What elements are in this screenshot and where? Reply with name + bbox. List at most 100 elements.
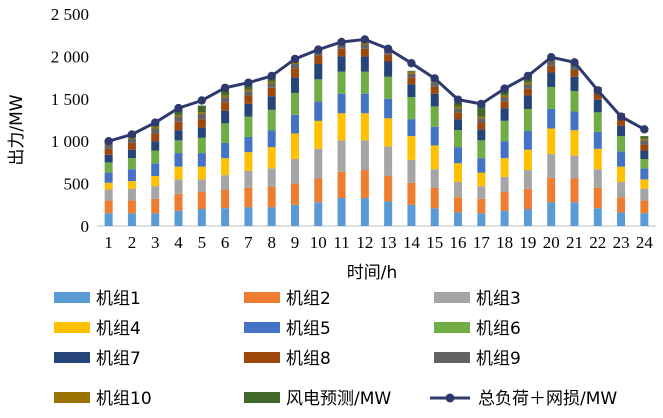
legend-swatch — [244, 352, 280, 363]
bar-segment-series-2 — [593, 187, 602, 209]
bar-segment-series-4 — [454, 163, 463, 182]
bar-segment-series-4 — [477, 172, 486, 187]
bar-segment-series-4 — [617, 166, 626, 182]
bar-segment-series-5 — [454, 147, 463, 164]
bar-segment-series-6 — [547, 86, 556, 109]
bar-segment-series-5 — [407, 119, 416, 137]
bar-segment-series-3 — [197, 179, 206, 193]
x-axis-label: 时间/h — [347, 263, 398, 283]
bar-segment-series-4 — [290, 133, 299, 160]
bar-segment-series-10 — [360, 42, 369, 45]
y-tick-label: 500 — [64, 175, 90, 194]
bar-segment-series-7 — [454, 119, 463, 131]
load-line-point — [197, 96, 207, 105]
load-line-point — [244, 78, 253, 87]
bar-segment-series-7 — [593, 99, 602, 113]
bar-segment-series-1 — [127, 213, 136, 226]
bar-segment-series-3 — [407, 159, 416, 183]
bar-segment-series-8 — [197, 119, 206, 128]
bar-segment-series-8 — [244, 95, 253, 104]
bar-segment-series-7 — [384, 61, 393, 77]
bar-segment-series-6 — [454, 130, 463, 148]
x-tick-label: 10 — [310, 233, 327, 252]
bar-segment-series-3 — [290, 159, 299, 184]
load-line-point — [593, 86, 602, 95]
bar-segment-series-1 — [197, 209, 206, 226]
y-tick-label: 0 — [81, 217, 90, 236]
bar-segment-series-5 — [360, 93, 369, 114]
bar-segment-series-1 — [314, 202, 323, 226]
bar-segment-series-7 — [267, 96, 276, 110]
bar-segment-series-6 — [407, 97, 416, 120]
bar-segment-series-8 — [221, 102, 230, 111]
x-tick-label: 9 — [291, 233, 300, 252]
bar-segment-series-4 — [314, 120, 323, 149]
bar-segment-series-8 — [407, 77, 416, 85]
bar-segment-series-6 — [640, 159, 649, 169]
x-tick-label: 24 — [636, 233, 654, 252]
bar-segment-series-2 — [640, 200, 649, 214]
x-tick-label: 12 — [356, 233, 373, 252]
bar-segment-series-4 — [267, 147, 276, 169]
bar-segment-series-11 — [221, 88, 230, 96]
load-line-point — [360, 35, 370, 44]
bar-segment-series-6 — [314, 79, 323, 102]
bar-segment-series-4 — [244, 152, 253, 171]
x-tick-label: 19 — [519, 233, 536, 252]
x-tick-label: 6 — [221, 233, 230, 252]
bar-segment-series-8 — [454, 112, 463, 120]
bar-segment-series-2 — [104, 200, 113, 214]
bar-segment-series-7 — [197, 127, 206, 138]
bar-segment-series-5 — [477, 158, 486, 173]
load-line-point — [314, 45, 323, 54]
legend-label: 机组9 — [476, 349, 521, 369]
bar-segment-series-10 — [523, 82, 532, 85]
bar-segment-series-4 — [104, 182, 113, 190]
bar-segment-series-2 — [500, 192, 509, 211]
bar-segment-series-1 — [523, 209, 532, 226]
bar-segment-series-3 — [617, 181, 626, 198]
bar-segment-series-10 — [407, 71, 416, 74]
bar-segment-series-4 — [430, 145, 439, 170]
bar-segment-series-3 — [360, 140, 369, 171]
bar-segment-series-6 — [360, 71, 369, 94]
x-tick-label: 11 — [333, 233, 349, 252]
legend-label: 机组3 — [476, 289, 521, 309]
bar-segment-series-4 — [523, 149, 532, 171]
bar-segment-series-5 — [617, 151, 626, 167]
legend-label: 机组10 — [96, 389, 152, 409]
load-line-point — [430, 74, 439, 83]
bar-segment-series-3 — [500, 176, 509, 193]
bar-segment-series-7 — [570, 76, 579, 92]
bar-segment-series-6 — [593, 112, 602, 132]
legend-swatch — [54, 322, 90, 333]
bar-segment-series-2 — [314, 178, 323, 203]
bar-segment-series-3 — [454, 181, 463, 198]
bar-segment-series-5 — [267, 130, 276, 148]
bar-segment-series-9 — [127, 138, 136, 143]
bar-segment-series-1 — [221, 208, 230, 226]
bar-segment-series-3 — [244, 170, 253, 188]
bar-segment-series-11 — [197, 105, 206, 113]
bar-segment-series-2 — [221, 189, 230, 209]
x-tick-label: 15 — [426, 233, 443, 252]
bar-segment-series-11 — [477, 103, 486, 117]
legend-swatch — [244, 392, 280, 403]
load-line-point — [477, 99, 486, 109]
bar-segment-series-6 — [477, 140, 486, 159]
bar-segment-series-9 — [197, 114, 206, 120]
bar-segment-series-8 — [267, 87, 276, 97]
x-tick-label: 17 — [473, 233, 491, 252]
bar-segment-series-1 — [500, 210, 509, 226]
load-line-point — [174, 103, 183, 113]
bar-segment-series-4 — [221, 158, 230, 176]
bar-segment-series-6 — [523, 108, 532, 132]
load-line-point — [640, 125, 649, 134]
bar-segment-series-10 — [500, 95, 509, 98]
x-tick-label: 5 — [198, 233, 207, 252]
x-tick-label: 22 — [589, 233, 606, 252]
bar-segment-series-9 — [454, 108, 463, 113]
bar-segment-series-11 — [407, 70, 416, 72]
legend: 机组1 机组2 机组3 机组4 机组5 机组6 机组7 机组8 机组9 机组10 风电预测/MW 总负… — [54, 289, 617, 409]
bar-segment-series-8 — [477, 122, 486, 130]
